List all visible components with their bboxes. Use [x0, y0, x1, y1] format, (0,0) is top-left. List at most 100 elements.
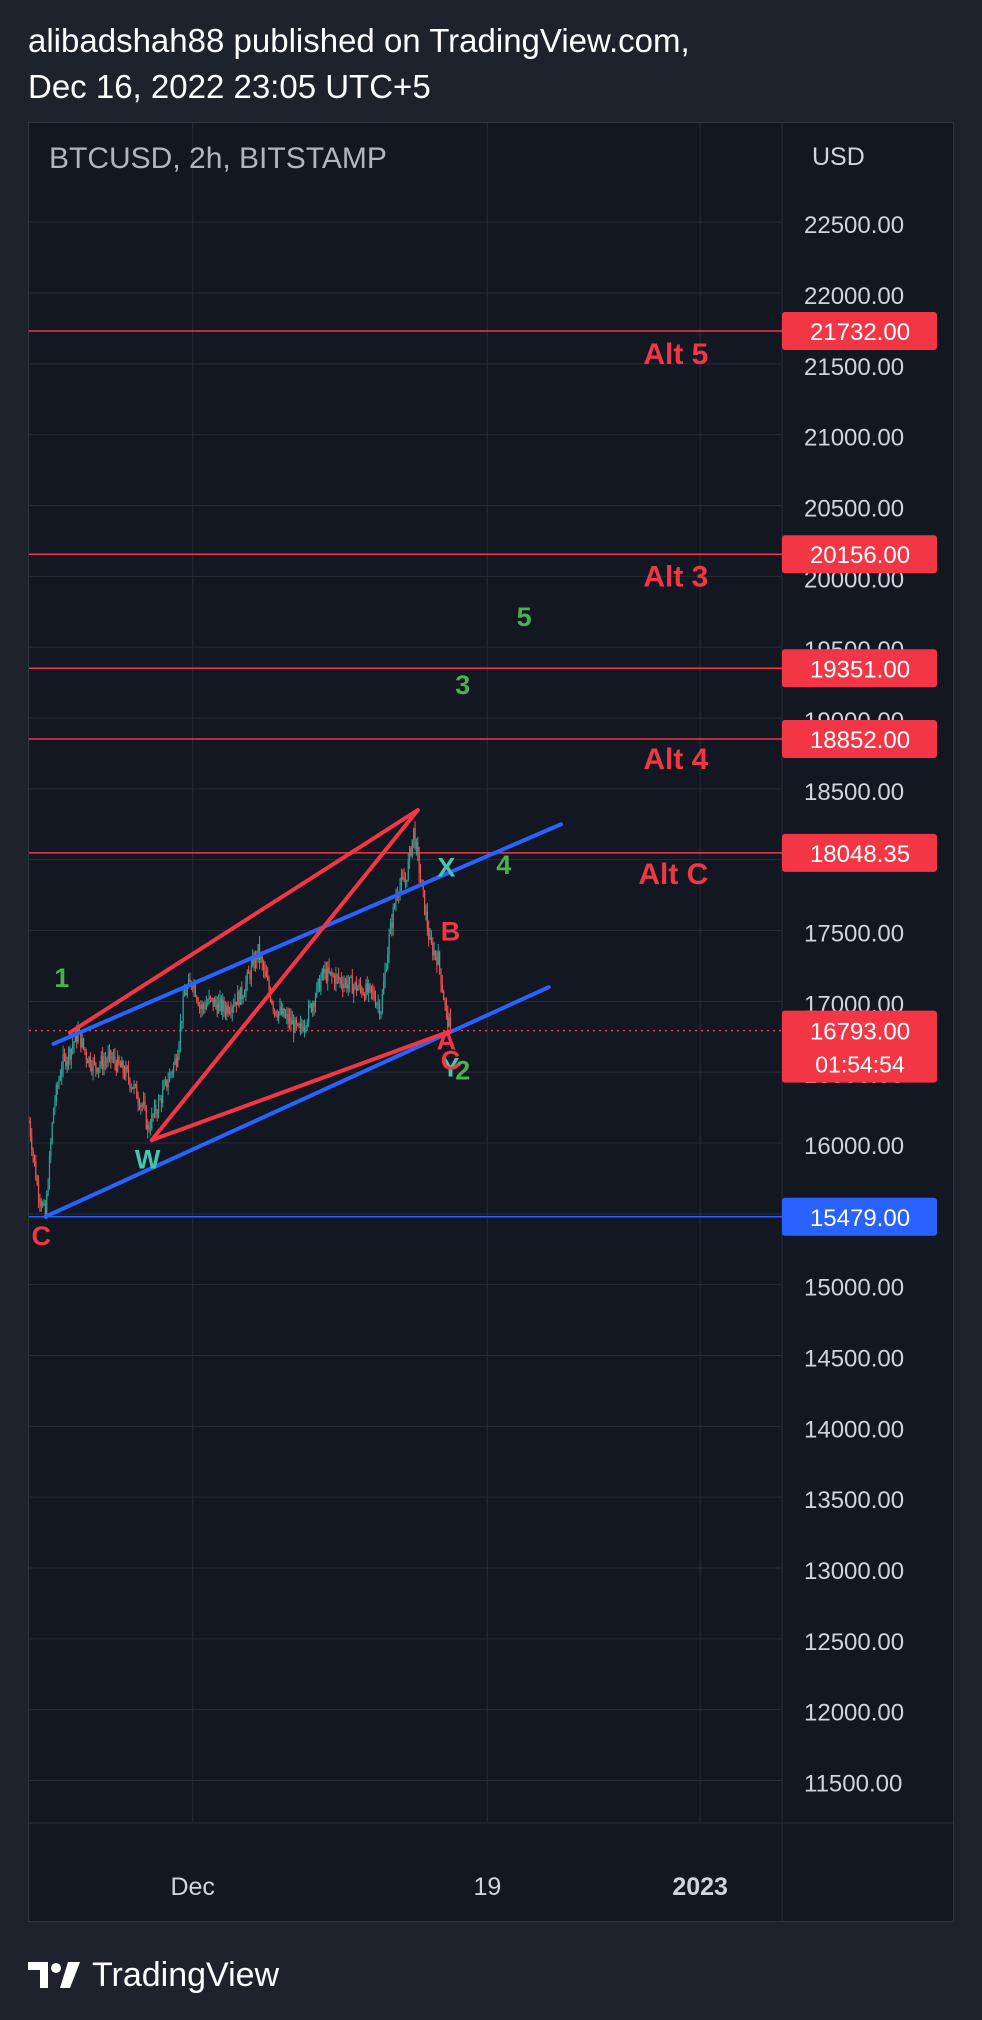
candle-body: [127, 1069, 130, 1080]
candle-body: [167, 1081, 169, 1088]
candle-body: [353, 986, 355, 994]
candle-body: [411, 839, 413, 856]
candle-body: [317, 979, 319, 985]
candle-body: [51, 1123, 53, 1143]
candle-body: [44, 1203, 46, 1216]
candle-body: [152, 1114, 154, 1116]
candle-body: [69, 1049, 71, 1060]
candle-body: [328, 967, 330, 973]
candle-body: [62, 1054, 64, 1069]
candle-body: [114, 1056, 116, 1064]
candle-body: [444, 1000, 446, 1004]
candle-body: [31, 1136, 33, 1151]
candle-body: [168, 1073, 171, 1082]
last-price-badge: [782, 1010, 937, 1083]
y-tick-label: 12000.00: [804, 1700, 904, 1727]
candle-body: [429, 937, 431, 940]
candle-body: [318, 979, 321, 991]
candle-body: [369, 984, 371, 987]
x-tick-label: 2023: [672, 1873, 728, 1901]
candle-body: [406, 879, 408, 882]
candle-body: [361, 988, 363, 995]
candle-body: [205, 1004, 207, 1010]
candle-body: [123, 1072, 126, 1077]
candle-body: [76, 1031, 78, 1042]
publish-header: alibadshah88 published on TradingView.co…: [28, 18, 690, 110]
candle-body: [376, 1003, 378, 1006]
candle-body: [283, 1008, 285, 1017]
candle-body: [302, 1027, 304, 1031]
candle-body: [204, 1006, 206, 1010]
y-tick-label: 20500.00: [804, 496, 904, 523]
candle-body: [385, 969, 388, 971]
candle-body: [100, 1056, 102, 1065]
candle-body: [303, 1027, 306, 1031]
candle-body: [298, 1023, 300, 1028]
wave-label: Alt C: [638, 858, 708, 891]
candle-body: [280, 1007, 282, 1015]
x-tick-label: Dec: [170, 1873, 214, 1901]
candle-body: [252, 957, 254, 966]
candle-body: [388, 933, 390, 954]
candle-body: [434, 950, 437, 957]
candle-body: [321, 969, 323, 979]
candle-body: [265, 971, 267, 977]
candle-body: [171, 1071, 173, 1073]
candle-body: [445, 1003, 448, 1011]
candle-body: [313, 1003, 315, 1007]
candle-body: [117, 1056, 119, 1072]
candle-body: [282, 1008, 284, 1015]
candle-body: [392, 907, 394, 928]
wave-label: Y: [442, 1052, 460, 1082]
candle-body: [147, 1125, 149, 1129]
candle-body: [433, 950, 435, 956]
candle-body: [331, 971, 333, 976]
candle-body: [201, 1004, 203, 1010]
candle-body: [278, 1011, 280, 1018]
wave-label: Alt 3: [643, 560, 708, 593]
y-tick-label: 14500.00: [804, 1346, 904, 1373]
candle-body: [253, 957, 255, 968]
candle-body: [192, 986, 194, 988]
candle-body: [230, 1011, 232, 1013]
candle-body: [440, 968, 442, 985]
candle-body: [149, 1128, 152, 1130]
candle-body: [172, 1063, 175, 1072]
candle-body: [333, 975, 336, 984]
candle-body: [335, 974, 337, 984]
candle-body: [97, 1067, 100, 1073]
candle-body: [299, 1023, 302, 1028]
candle-body: [42, 1203, 44, 1207]
candle-body: [72, 1045, 74, 1049]
candle-body: [273, 1009, 276, 1012]
candle-body: [336, 974, 338, 976]
candle-body: [320, 978, 322, 991]
candle-body: [145, 1107, 147, 1129]
candle-body: [391, 922, 393, 928]
candle-body: [138, 1103, 141, 1108]
candle-body: [399, 886, 401, 896]
candle-body: [402, 877, 404, 879]
candle-body: [181, 1021, 183, 1024]
candle-body: [88, 1056, 90, 1064]
candle-body: [156, 1112, 158, 1114]
price-chart[interactable]: 11500.00 12000.00 12500.00 13000.00 13500.00…: [29, 123, 953, 1921]
chart-panel[interactable]: 11500.00 12000.00 12500.00 13000.00 13500.00…: [28, 122, 954, 1922]
candle-body: [343, 983, 345, 989]
candle-body: [189, 979, 191, 982]
candle-body: [362, 994, 364, 996]
candle-body: [91, 1067, 93, 1072]
footer: TradingView: [28, 1950, 279, 2000]
candle-body: [243, 994, 246, 998]
candle-body: [197, 1000, 199, 1006]
candle-body: [421, 879, 423, 883]
wave-label: C: [32, 1221, 52, 1251]
candle-body: [222, 1000, 224, 1012]
candle-body: [426, 911, 428, 929]
price-level-value: 20156.00: [810, 542, 910, 569]
candle-body: [148, 1125, 150, 1130]
candle-body: [92, 1060, 94, 1072]
candle-body: [104, 1061, 106, 1063]
candle-body: [250, 965, 252, 980]
x-tick-label: 19: [473, 1873, 501, 1901]
